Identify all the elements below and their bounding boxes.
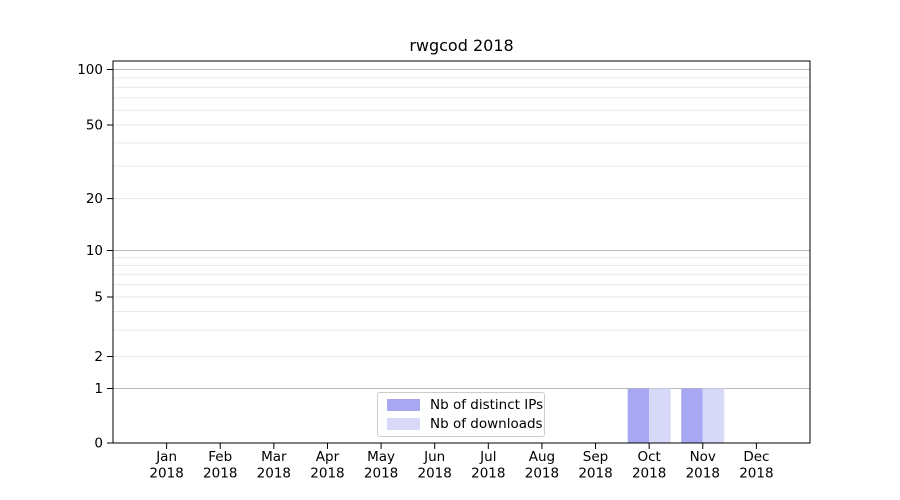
- x-tick-label-year: 2018: [739, 466, 773, 482]
- y-tick-label: 50: [86, 118, 103, 134]
- y-tick-label: 100: [77, 62, 103, 78]
- x-tick-label-year: 2018: [471, 466, 505, 482]
- bar-downloads-oct: [649, 388, 671, 443]
- x-tick-label-year: 2018: [525, 466, 559, 482]
- legend-label-downloads: Nb of downloads: [430, 416, 543, 433]
- bar-distinct-ips-nov: [681, 388, 703, 443]
- x-tick-label-month: May: [367, 449, 395, 465]
- x-tick-label-year: 2018: [418, 466, 452, 482]
- bar-distinct-ips-oct: [627, 388, 650, 443]
- legend-item-distinct-ips: Nb of distinct IPs: [387, 397, 544, 413]
- legend-swatch-downloads: [387, 418, 420, 431]
- x-tick-label-year: 2018: [149, 466, 183, 482]
- bar-downloads-nov: [702, 388, 725, 443]
- y-tick-label: 20: [86, 191, 103, 207]
- x-tick-label-month: Mar: [261, 449, 287, 465]
- x-tick-label-year: 2018: [257, 466, 291, 482]
- x-tick-label-month: Oct: [637, 449, 660, 465]
- x-tick-label-year: 2018: [310, 466, 344, 482]
- x-tick-label-month: Jul: [479, 449, 496, 465]
- x-tick-label-month: Nov: [690, 449, 716, 465]
- x-tick-label-month: Apr: [316, 449, 340, 465]
- x-tick-label-year: 2018: [686, 466, 720, 482]
- x-tick-label-year: 2018: [203, 466, 237, 482]
- legend-label-distinct-ips: Nb of distinct IPs: [430, 396, 544, 413]
- x-tick-label-year: 2018: [578, 466, 612, 482]
- y-tick-label: 5: [94, 290, 103, 306]
- legend-swatch-distinct-ips: [387, 398, 420, 411]
- y-tick-label: 0: [94, 436, 103, 452]
- x-tick-label-year: 2018: [632, 466, 666, 482]
- x-tick-label-month: Dec: [743, 449, 769, 465]
- x-tick-label-month: Sep: [583, 449, 608, 465]
- y-tick-label: 2: [94, 349, 103, 365]
- x-tick-label-month: Aug: [529, 449, 555, 465]
- x-tick-label-month: Jan: [155, 449, 177, 465]
- y-tick-label: 1: [94, 381, 103, 397]
- legend-item-downloads: Nb of downloads: [387, 416, 544, 432]
- x-tick-label-year: 2018: [364, 466, 398, 482]
- axes-spines: [112, 60, 811, 444]
- x-tick-label-month: Feb: [208, 449, 232, 465]
- plot-background: [113, 61, 810, 443]
- chart-title: rwgcod 2018: [409, 36, 514, 55]
- x-tick-label-month: Jun: [423, 449, 445, 465]
- y-tick-label: 10: [86, 243, 103, 259]
- legend: Nb of distinct IPs Nb of downloads: [377, 392, 545, 437]
